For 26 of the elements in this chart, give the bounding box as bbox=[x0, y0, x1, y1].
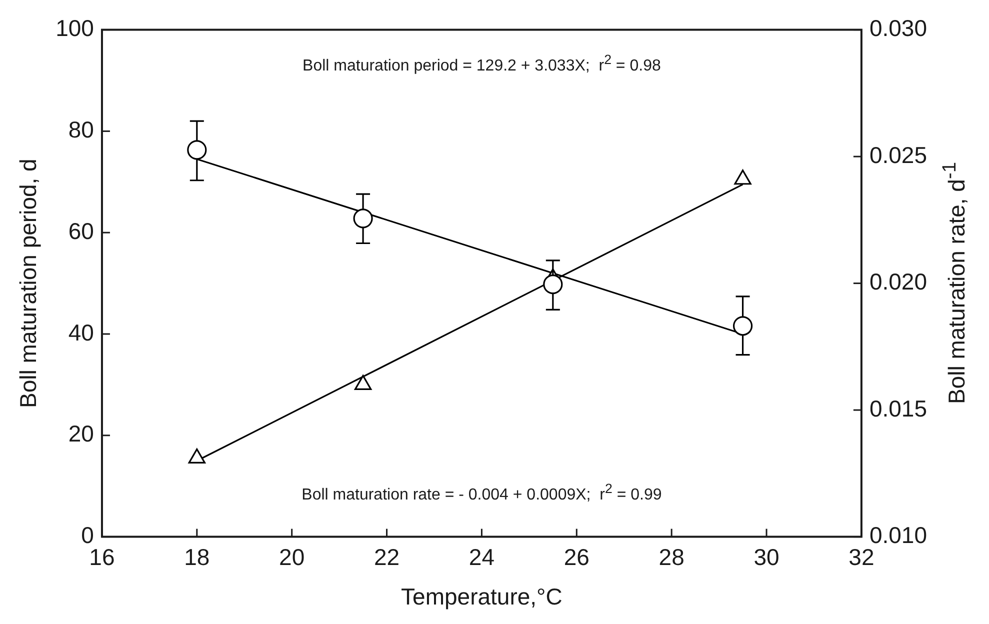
annotation: Boll maturation period = 129.2 + 3.033X; r$^{2}$ = 0.98 bbox=[302, 52, 662, 76]
y2-tick-label: 0.015 bbox=[869, 395, 928, 422]
point bbox=[353, 208, 373, 228]
y-axis-title: Boll maturation period, d bbox=[15, 158, 42, 408]
x-tick-label: 20 bbox=[279, 544, 305, 570]
x-tick-label: 18 bbox=[184, 544, 210, 570]
y2-tick-label: 0.030 bbox=[869, 15, 928, 42]
y-tick-label: 60 bbox=[68, 218, 94, 244]
point bbox=[354, 374, 372, 390]
y2-tick-label: 0.020 bbox=[869, 268, 928, 295]
x-axis-title: Temperature,°C bbox=[401, 584, 562, 610]
y-tick-label: 100 bbox=[56, 15, 94, 42]
x-tick-label: 26 bbox=[564, 544, 590, 570]
point bbox=[734, 170, 752, 185]
x-tick-label: 30 bbox=[754, 544, 780, 570]
annotation: Boll maturation rate = - 0.004 + 0.0009X; r$^{2}$ = 0.99 bbox=[300, 480, 663, 504]
point bbox=[188, 448, 206, 464]
point bbox=[732, 316, 753, 336]
y2-tick-label: 0.025 bbox=[869, 142, 928, 168]
y-tick-label: 20 bbox=[68, 420, 94, 447]
x-tick-label: 24 bbox=[468, 544, 495, 570]
x-tick-label: 22 bbox=[374, 544, 400, 570]
y-tick-label: 80 bbox=[68, 116, 94, 143]
y-tick-label: 40 bbox=[68, 319, 94, 346]
x-tick-label: 28 bbox=[658, 544, 684, 570]
point bbox=[187, 140, 207, 160]
